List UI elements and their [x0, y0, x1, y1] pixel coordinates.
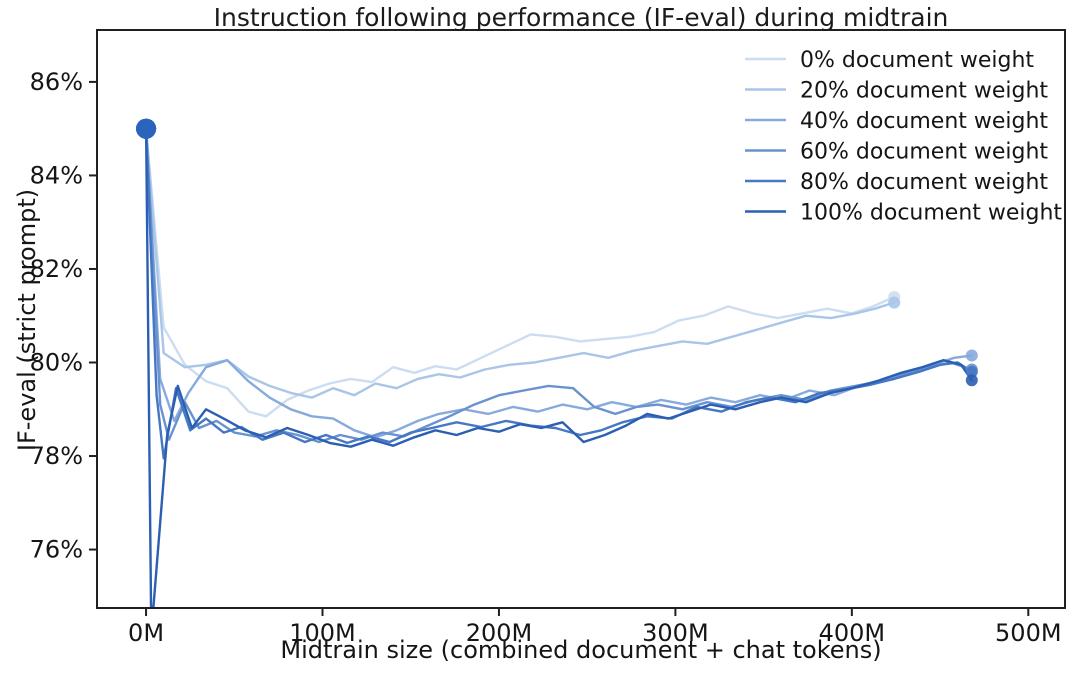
series-line-20-document-weight [144, 127, 896, 399]
axes-box [96, 29, 1066, 609]
series-layer [136, 118, 978, 608]
legend-item: 80% document weight [745, 170, 1048, 195]
series-line-40-document-weight [144, 127, 973, 439]
x-axis-label: Midtrain size (combined document + chat … [280, 636, 882, 664]
legend-item: 40% document weight [745, 109, 1048, 134]
x-tick-label: 500M [995, 619, 1062, 647]
legend-item: 0% document weight [745, 48, 1034, 73]
y-tick-label: 84% [30, 161, 83, 189]
x-tick-label: 100M [289, 619, 356, 647]
series-end-dot [888, 296, 901, 309]
x-tick-label: 0M [128, 619, 164, 647]
legend-label: 20% document weight [800, 79, 1048, 104]
legend: 0% document weight 20% document weight 40%… [745, 48, 1062, 226]
legend-item: 60% document weight [745, 140, 1048, 165]
legend-label: 40% document weight [800, 109, 1048, 134]
series-end-dot [965, 365, 978, 378]
x-tick-label: 400M [819, 619, 886, 647]
legend-label: 80% document weight [800, 170, 1048, 195]
y-tick-label: 80% [30, 348, 83, 376]
x-tick-label: 200M [466, 619, 533, 647]
y-tick-label: 86% [30, 68, 83, 96]
y-tick-label: 76% [30, 536, 83, 564]
y-tick-label: 82% [30, 255, 83, 283]
x-tick-label: 300M [642, 619, 709, 647]
series-line-100-document-weight [144, 127, 973, 608]
series-line-0-document-weight [144, 127, 896, 418]
legend-label: 60% document weight [800, 140, 1048, 165]
legend-item: 100% document weight [745, 201, 1062, 226]
series-end-dot [965, 374, 978, 387]
series-end-dot [965, 349, 978, 362]
y-axis-label: IF-eval (strict prompt) [13, 188, 41, 452]
chart-title: Instruction following performance (IF-ev… [213, 3, 949, 32]
legend-label: 0% document weight [800, 48, 1034, 73]
y-tick-label: 78% [30, 442, 83, 470]
legend-label: 100% document weight [800, 201, 1062, 226]
series-line-80-document-weight [144, 127, 973, 460]
series-start-dot [136, 118, 157, 139]
legend-item: 20% document weight [745, 79, 1048, 104]
